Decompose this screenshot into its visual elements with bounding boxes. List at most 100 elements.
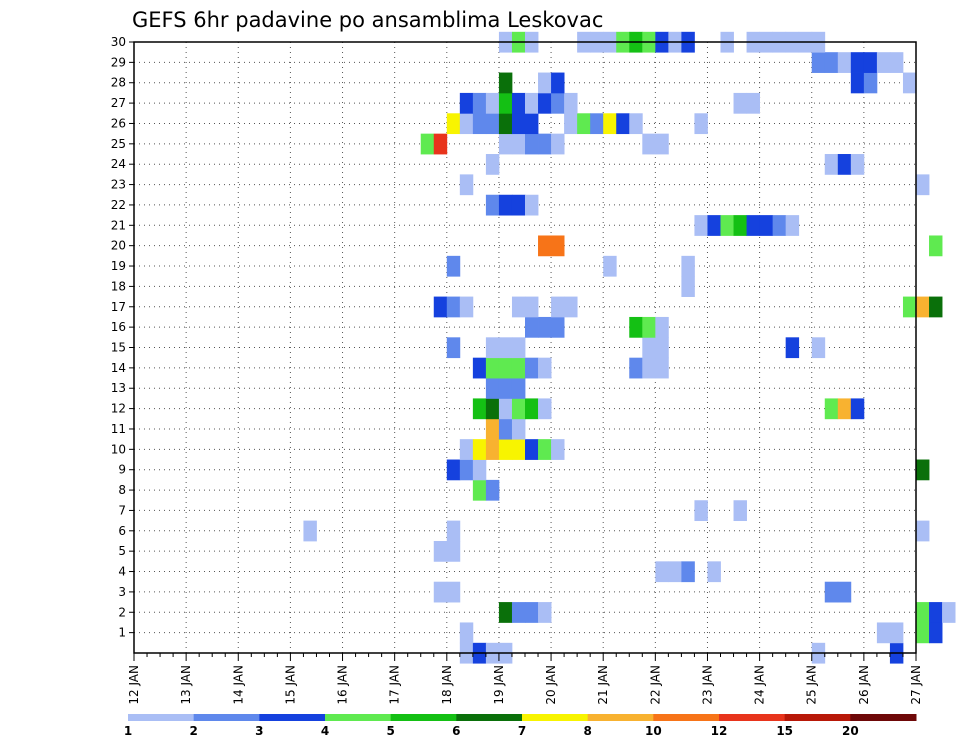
y-tick-label: 24 xyxy=(111,157,126,171)
x-tick-label: 14 JAN xyxy=(231,665,245,705)
legend-swatch xyxy=(522,714,589,721)
heatmap-cell xyxy=(498,113,513,135)
heatmap-cell xyxy=(824,154,839,175)
x-tick-label: 15 JAN xyxy=(283,665,297,705)
heatmap-cell xyxy=(446,520,461,542)
heatmap-cell xyxy=(525,296,539,318)
heatmap-cell xyxy=(746,92,760,114)
heatmap-cell xyxy=(564,296,578,318)
heatmap-cell xyxy=(733,92,747,114)
legend-label: 5 xyxy=(386,724,394,738)
heatmap-cell xyxy=(525,194,539,216)
heatmap-cell xyxy=(850,72,865,94)
heatmap-cell xyxy=(485,113,500,135)
heatmap-cell xyxy=(551,296,565,318)
heatmap-cell xyxy=(485,398,500,420)
y-tick-label: 11 xyxy=(111,422,126,436)
heatmap-cell xyxy=(733,500,747,522)
x-tick-label: 23 JAN xyxy=(700,665,714,705)
heatmap-cell xyxy=(916,622,930,644)
heatmap-cell xyxy=(629,113,643,135)
legend-swatch xyxy=(456,714,523,721)
x-axis: 12 JAN 13 JAN 14 JAN 15 JAN 16 JAN 17 JAN 18 J… xyxy=(127,653,923,705)
x-tick-label: 16 JAN xyxy=(336,665,350,705)
heatmap-cell xyxy=(538,133,552,155)
legend-swatch xyxy=(128,714,195,721)
x-tick-label: 26 JAN xyxy=(857,665,871,705)
legend-label: 3 xyxy=(255,724,263,738)
heatmap-cell xyxy=(498,439,513,460)
heatmap-cell xyxy=(498,337,513,359)
heatmap-cell xyxy=(498,398,513,420)
heatmap-cell xyxy=(485,194,500,216)
heatmap-cell xyxy=(525,357,539,379)
heatmap-cell xyxy=(525,92,539,114)
y-tick-label: 13 xyxy=(111,381,126,395)
x-tick-label: 25 JAN xyxy=(805,665,819,705)
heatmap-cell xyxy=(551,72,565,94)
heatmap-cell xyxy=(485,479,500,501)
heatmap-cell xyxy=(642,316,656,338)
heatmap-cell xyxy=(916,520,930,542)
heatmap-cell xyxy=(511,133,526,155)
heatmap-cell xyxy=(525,133,539,155)
heatmap-cell xyxy=(511,418,526,440)
heatmap-cell xyxy=(916,296,930,318)
heatmap-cell xyxy=(577,113,591,135)
x-tick-label: 13 JAN xyxy=(179,665,193,705)
heatmap-cell xyxy=(485,154,500,175)
y-tick-label: 14 xyxy=(111,361,126,375)
heatmap-cell xyxy=(472,439,487,460)
heatmap-cell xyxy=(446,296,461,318)
heatmap-cell xyxy=(655,357,669,379)
heatmap-cell xyxy=(642,133,656,155)
heatmap-cell xyxy=(459,622,474,644)
heatmap-cell xyxy=(655,316,669,338)
y-tick-label: 10 xyxy=(111,442,126,456)
heatmap-cell xyxy=(837,154,852,175)
heatmap-cell xyxy=(446,337,461,359)
heatmap-cell xyxy=(446,255,461,277)
heatmap-cell xyxy=(929,296,943,318)
heatmap-cell xyxy=(876,622,891,644)
y-tick-label: 5 xyxy=(118,544,126,558)
heatmap-cell xyxy=(551,235,565,257)
heatmap-cell xyxy=(525,113,539,135)
heatmap-cell xyxy=(511,296,526,318)
x-tick-label: 20 JAN xyxy=(544,665,558,705)
chart-title: GEFS 6hr padavine po ansamblima Leskovac xyxy=(132,8,603,32)
heatmap-cell xyxy=(720,215,734,236)
y-tick-label: 25 xyxy=(111,137,126,151)
legend-label: 1 xyxy=(124,724,132,738)
y-tick-label: 18 xyxy=(111,279,126,293)
heatmap-cell xyxy=(446,581,461,603)
y-tick-label: 8 xyxy=(118,483,126,497)
heatmap-cell xyxy=(850,52,865,73)
y-tick-label: 23 xyxy=(111,178,126,192)
heatmap-cell xyxy=(785,337,800,359)
heatmap-cell xyxy=(472,398,487,420)
x-tick-label: 18 JAN xyxy=(440,665,454,705)
heatmap-cell xyxy=(538,398,552,420)
heatmap-cell xyxy=(551,439,565,460)
heatmap-cell xyxy=(485,337,500,359)
heatmap-cell xyxy=(824,52,839,73)
heatmap-cell xyxy=(681,276,695,297)
heatmap-cell xyxy=(485,357,500,379)
heatmap-cell xyxy=(538,357,552,379)
x-tick-label: 17 JAN xyxy=(388,665,402,705)
heatmap-cell xyxy=(446,540,461,562)
heatmap-cell xyxy=(472,479,487,501)
heatmap-cell xyxy=(616,113,630,135)
heatmap-cell xyxy=(525,602,539,623)
heatmap-cell xyxy=(707,215,721,236)
heatmap-cell xyxy=(511,398,526,420)
heatmap-cell xyxy=(733,215,747,236)
heatmap-cell xyxy=(433,540,448,562)
heatmap-cell xyxy=(824,398,839,420)
heatmap-cell xyxy=(538,92,552,114)
heatmap-cell xyxy=(525,439,539,460)
heatmap-cell xyxy=(629,316,643,338)
heatmap-cell xyxy=(459,296,474,318)
heatmap-cell xyxy=(525,398,539,420)
